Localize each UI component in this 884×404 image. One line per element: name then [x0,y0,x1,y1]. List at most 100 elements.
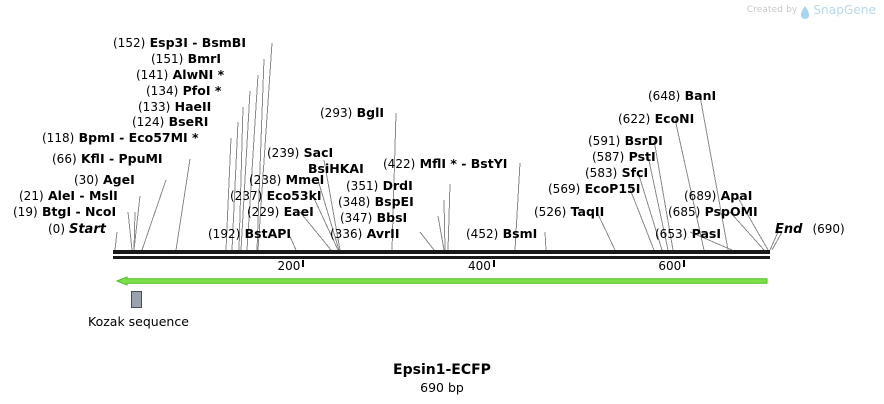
enzyme-label[interactable]: (452) BsmI [466,227,537,241]
enzyme-label[interactable]: (347) BbsI [340,211,407,225]
enzyme-name: EcoP15I [580,181,641,196]
enzyme-position: (422) [383,157,416,171]
enzyme-name: TaqII [566,204,605,219]
enzyme-position: (452) [466,227,499,241]
enzyme-label[interactable]: (192) BstAPI [208,227,291,241]
orf-arrow-shape[interactable] [115,276,768,286]
enzyme-label[interactable]: (293) BglI [320,106,384,120]
enzyme-position: (21) [19,189,44,203]
enzyme-name: PfoI * [178,83,222,98]
sequence-backbone-shadow [113,256,770,259]
enzyme-position: (648) [648,89,681,103]
enzyme-label[interactable]: (66) KflI - PpuMI [52,152,163,166]
sequence-backbone [113,250,770,254]
enzyme-name: PstI [624,149,656,164]
enzyme-position: (583) [585,166,618,180]
enzyme-name: KflI - PpuMI [76,151,163,166]
enzyme-label[interactable]: (685) PspOMI [668,205,758,219]
ruler-tick-label: 400 [467,259,491,273]
enzyme-position: (591) [588,134,621,148]
ruler-tick [492,260,495,267]
enzyme-label[interactable]: (526) TaqII [534,205,604,219]
enzyme-name: BseRI [164,114,209,129]
enzyme-name: BspEI [370,194,414,209]
enzyme-label[interactable]: (689) ApaI [684,189,752,203]
enzyme-position: (348) [338,195,371,209]
enzyme-position: (30) [74,173,99,187]
enzyme-name: HaeII [170,99,212,114]
enzyme-position: (238) [249,173,282,187]
enzyme-label[interactable]: (622) EcoNI [618,112,694,126]
enzyme-label[interactable]: (118) BpmI - Eco57MI * [42,131,199,145]
enzyme-name: SacI [299,145,334,160]
enzyme-position: (151) [151,52,184,66]
enzyme-position: (19) [13,205,38,219]
end-position: (690) [812,222,845,236]
start-name: Start [68,222,106,237]
enzyme-label[interactable]: (30) AgeI [74,173,135,187]
enzyme-label[interactable]: (141) AlwNI * [136,68,224,82]
enzyme-label[interactable]: (237) Eco53kI [230,189,322,203]
enzyme-name: PasI [687,226,721,241]
start-label: (0) Start [48,221,106,237]
enzyme-name: EaeI [279,204,314,219]
ruler-tick [302,260,305,267]
enzyme-position: (124) [132,115,165,129]
enzyme-name: BglI [352,105,385,120]
page-title: Epsin1-ECFP [393,362,491,378]
enzyme-label[interactable]: (569) EcoP15I [548,182,640,196]
enzyme-name: AvrII [362,226,400,241]
enzyme-position: (192) [208,227,241,241]
enzyme-label[interactable]: (422) MflI * - BstYI [383,157,507,171]
enzyme-position: (133) [138,100,171,114]
watermark-prefix: Created by [746,5,798,15]
enzyme-position: (293) [320,106,353,120]
enzyme-name: BsmI [498,226,538,241]
enzyme-label[interactable]: (152) Esp3I - BsmBI [113,36,246,50]
ruler-tick [683,260,686,267]
start-position: (0) [48,222,65,236]
enzyme-label[interactable]: (238) MmeI [249,173,324,187]
snapgene-logo-icon [801,4,810,19]
enzyme-name: AlwNI * [168,67,225,82]
enzyme-position: (118) [42,131,75,145]
enzyme-label[interactable]: (336) AvrII [330,227,399,241]
enzyme-label[interactable]: (348) BspEI [338,195,414,209]
enzyme-position: (587) [592,150,625,164]
enzyme-label[interactable]: (587) PstI [592,150,656,164]
enzyme-label[interactable]: (151) BmrI [151,52,221,66]
enzyme-position: (351) [346,179,379,193]
enzyme-label[interactable]: (239) SacI [267,146,333,160]
enzyme-position: (66) [52,152,77,166]
enzyme-name: AleI - MslI [43,188,118,203]
enzyme-label[interactable]: (229) EaeI [247,205,314,219]
enzyme-position: (526) [534,205,567,219]
enzyme-position: (569) [548,182,581,196]
enzyme-name: BstAPI [240,226,292,241]
enzyme-label[interactable]: (583) SfcI [585,166,648,180]
enzyme-position: (134) [146,84,179,98]
enzyme-label[interactable]: (124) BseRI [132,115,208,129]
enzyme-name-secondary[interactable]: BsiHKAI [308,161,364,176]
enzyme-label[interactable]: (351) DrdI [346,179,413,193]
enzyme-label[interactable]: (19) BtgI - NcoI [13,205,116,219]
watermark-brand: SnapGene [813,3,876,17]
end-label: End (690) [775,221,845,237]
enzyme-name: BbsI [372,210,408,225]
enzyme-label[interactable]: (591) BsrDI [588,134,663,148]
enzyme-name: BtgI - NcoI [37,204,117,219]
kozak-sequence-box[interactable] [131,291,142,308]
enzyme-label[interactable]: (133) HaeII [138,100,211,114]
enzyme-name: MflI * - BstYI [415,156,508,171]
enzyme-label[interactable]: (21) AleI - MslI [19,189,118,203]
snapgene-watermark: Created by SnapGene [746,3,876,19]
enzyme-label[interactable]: (648) BanI [648,89,716,103]
enzyme-name: SfcI [617,165,649,180]
enzyme-label[interactable]: (653) PasI [655,227,721,241]
enzyme-label[interactable]: (134) PfoI * [146,84,221,98]
enzyme-position: (622) [618,112,651,126]
enzyme-position: (152) [113,36,146,50]
